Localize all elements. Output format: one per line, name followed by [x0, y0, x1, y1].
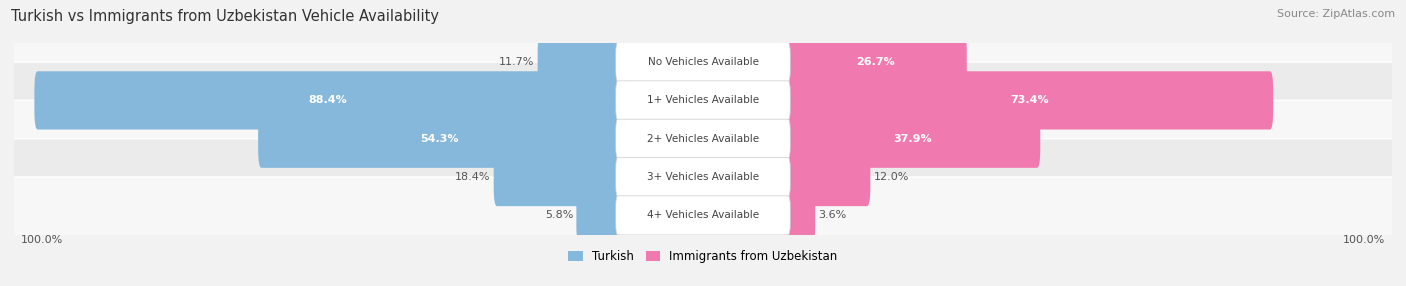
Text: 100.0%: 100.0% — [1343, 235, 1385, 245]
Text: 1+ Vehicles Available: 1+ Vehicles Available — [647, 96, 759, 105]
FancyBboxPatch shape — [785, 33, 967, 91]
Text: 11.7%: 11.7% — [499, 57, 534, 67]
Text: 3+ Vehicles Available: 3+ Vehicles Available — [647, 172, 759, 182]
Text: No Vehicles Available: No Vehicles Available — [648, 57, 758, 67]
FancyBboxPatch shape — [259, 110, 621, 168]
Text: 5.8%: 5.8% — [544, 210, 574, 220]
Text: 54.3%: 54.3% — [420, 134, 458, 144]
FancyBboxPatch shape — [537, 33, 621, 91]
Text: 12.0%: 12.0% — [873, 172, 908, 182]
FancyBboxPatch shape — [616, 158, 790, 196]
FancyBboxPatch shape — [785, 186, 815, 245]
Text: 3.6%: 3.6% — [818, 210, 846, 220]
Legend: Turkish, Immigrants from Uzbekistan: Turkish, Immigrants from Uzbekistan — [568, 250, 838, 263]
FancyBboxPatch shape — [11, 62, 1395, 139]
FancyBboxPatch shape — [616, 43, 790, 82]
FancyBboxPatch shape — [616, 196, 790, 235]
Text: Source: ZipAtlas.com: Source: ZipAtlas.com — [1277, 9, 1395, 19]
Text: Turkish vs Immigrants from Uzbekistan Vehicle Availability: Turkish vs Immigrants from Uzbekistan Ve… — [11, 9, 439, 23]
Text: 2+ Vehicles Available: 2+ Vehicles Available — [647, 134, 759, 144]
Text: 73.4%: 73.4% — [1010, 96, 1049, 105]
FancyBboxPatch shape — [11, 24, 1395, 100]
FancyBboxPatch shape — [576, 186, 621, 245]
Text: 100.0%: 100.0% — [21, 235, 63, 245]
Text: 37.9%: 37.9% — [893, 134, 932, 144]
FancyBboxPatch shape — [785, 110, 1040, 168]
FancyBboxPatch shape — [785, 148, 870, 206]
FancyBboxPatch shape — [494, 148, 621, 206]
Text: 88.4%: 88.4% — [308, 96, 347, 105]
FancyBboxPatch shape — [616, 81, 790, 120]
Text: 4+ Vehicles Available: 4+ Vehicles Available — [647, 210, 759, 220]
FancyBboxPatch shape — [616, 119, 790, 158]
FancyBboxPatch shape — [785, 71, 1274, 130]
FancyBboxPatch shape — [11, 100, 1395, 177]
FancyBboxPatch shape — [11, 177, 1395, 254]
FancyBboxPatch shape — [11, 139, 1395, 215]
FancyBboxPatch shape — [34, 71, 621, 130]
Text: 26.7%: 26.7% — [856, 57, 896, 67]
Text: 18.4%: 18.4% — [456, 172, 491, 182]
